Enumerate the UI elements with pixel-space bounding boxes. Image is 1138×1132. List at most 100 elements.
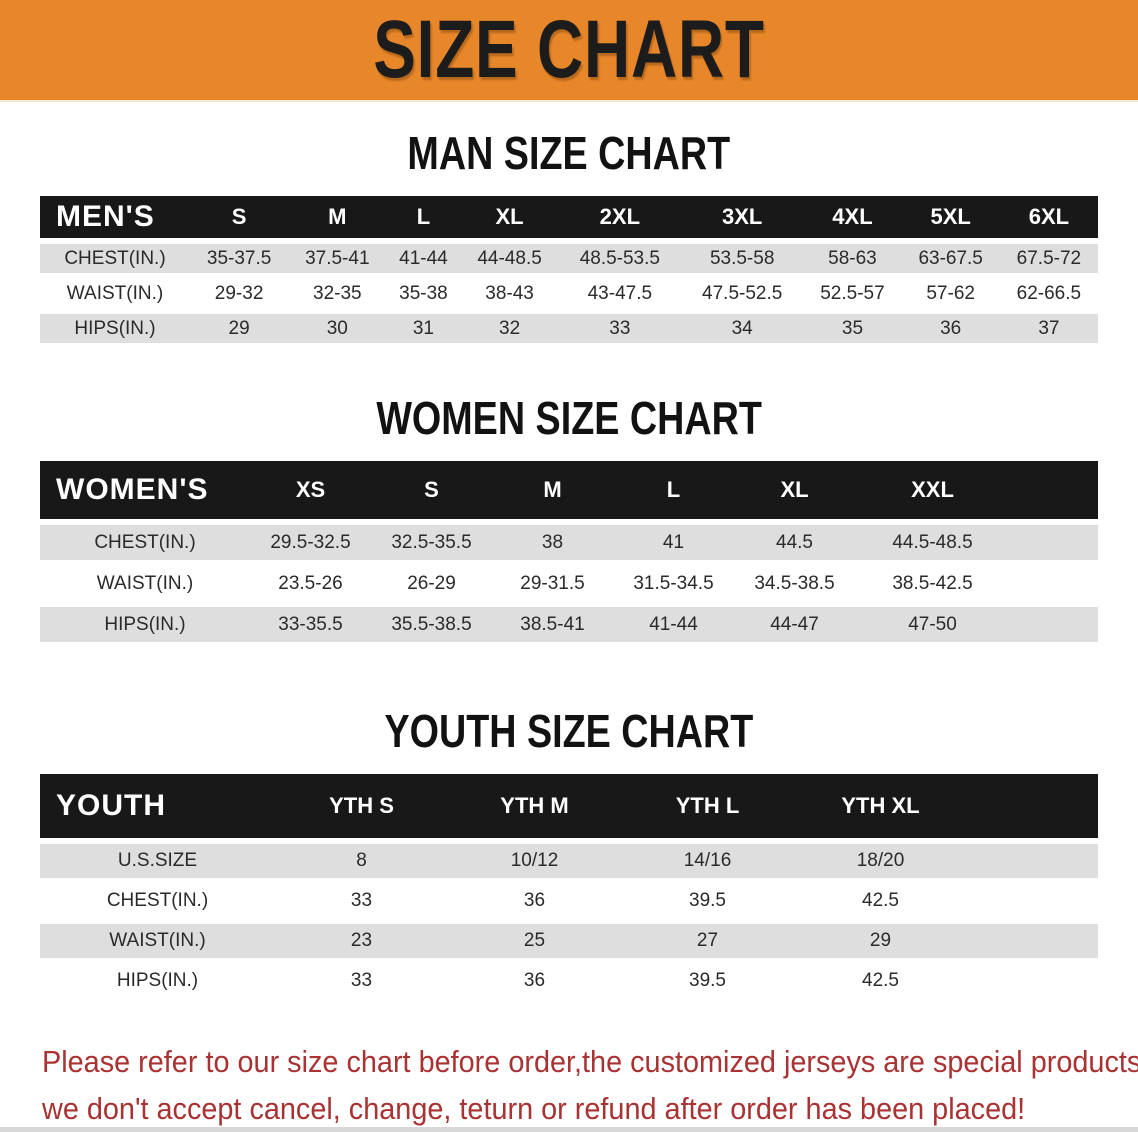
size-column-header: YTH L xyxy=(621,774,794,838)
size-value: 39.5 xyxy=(621,964,794,998)
size-value: 29-31.5 xyxy=(492,566,613,601)
size-value: 29-32 xyxy=(190,279,289,308)
table-row: CHEST(IN.) 33 36 39.5 42.5 xyxy=(40,884,1098,918)
table-row: HIPS(IN.) 33-35.5 35.5-38.5 38.5-41 41-44 44-… xyxy=(40,607,1098,642)
youth-section-heading: YOUTH SIZE CHART xyxy=(384,705,754,757)
size-value: 62-66.5 xyxy=(999,279,1098,308)
size-column-header: YTH XL xyxy=(794,774,967,838)
size-column-header: 2XL xyxy=(558,196,682,238)
size-column-header: 3XL xyxy=(681,196,804,238)
table-row: WAIST(IN.) 23 25 27 29 xyxy=(40,924,1098,958)
banner-title: SIZE CHART xyxy=(373,4,765,95)
women-section-heading: WOMEN SIZE CHART xyxy=(376,392,762,444)
table-corner-label: MEN'S xyxy=(40,196,190,238)
table-row: WAIST(IN.) 23.5-26 26-29 29-31.5 31.5-34.5 34… xyxy=(40,566,1098,601)
size-value: 41 xyxy=(613,525,734,560)
size-column-header: YTH S xyxy=(275,774,448,838)
size-value: 33-35.5 xyxy=(250,607,371,642)
size-value: 44.5 xyxy=(734,525,855,560)
size-value: 39.5 xyxy=(621,884,794,918)
size-value: 44-47 xyxy=(734,607,855,642)
size-column-header: XL xyxy=(460,196,559,238)
size-column-header: 6XL xyxy=(999,196,1098,238)
table-row: WAIST(IN.) 29-32 32-35 35-38 38-43 43-47.5 47.… xyxy=(40,279,1098,308)
size-value: 52.5-57 xyxy=(803,279,902,308)
header-spacer xyxy=(967,774,1098,838)
size-value: 43-47.5 xyxy=(558,279,682,308)
size-value: 31 xyxy=(386,314,461,343)
cell-spacer xyxy=(1010,566,1098,601)
table-row: U.S.SIZE 8 10/12 14/16 18/20 xyxy=(40,844,1098,878)
table-row: CHEST(IN.) 35-37.5 37.5-41 41-44 44-48.5 48.5… xyxy=(40,244,1098,273)
size-value: 58-63 xyxy=(803,244,902,273)
cell-spacer xyxy=(1010,525,1098,560)
measure-label: HIPS(IN.) xyxy=(40,314,190,343)
size-column-header: 5XL xyxy=(901,196,1000,238)
size-chart-banner: SIZE CHART xyxy=(0,0,1138,102)
disclaimer-line-2: we don't accept cancel, change, teturn o… xyxy=(42,1091,1026,1127)
size-value: 32-35 xyxy=(288,279,387,308)
size-value: 37.5-41 xyxy=(288,244,387,273)
size-value: 44-48.5 xyxy=(460,244,559,273)
size-value: 57-62 xyxy=(901,279,1000,308)
disclaimer-text: Please refer to our size chart before or… xyxy=(42,1038,1138,1132)
size-value: 47-50 xyxy=(855,607,1010,642)
size-header-row: MEN'S S M L XL 2XL 3XL 4XL 5XL 6XL xyxy=(40,196,1098,238)
size-column-header: L xyxy=(613,461,734,519)
measure-label: WAIST(IN.) xyxy=(40,924,275,958)
size-value: 42.5 xyxy=(794,964,967,998)
measure-label: WAIST(IN.) xyxy=(40,566,250,601)
table-corner-label: WOMEN'S xyxy=(40,461,250,519)
measure-label: U.S.SIZE xyxy=(40,844,275,878)
size-value: 44.5-48.5 xyxy=(855,525,1010,560)
size-column-header: XL xyxy=(734,461,855,519)
size-value: 10/12 xyxy=(448,844,621,878)
header-spacer xyxy=(1010,461,1098,519)
size-value: 26-29 xyxy=(371,566,492,601)
size-value: 29 xyxy=(794,924,967,958)
size-value: 32 xyxy=(460,314,559,343)
measure-label: CHEST(IN.) xyxy=(40,244,190,273)
disclaimer-line-1: Please refer to our size chart before or… xyxy=(42,1044,1138,1079)
measure-label: CHEST(IN.) xyxy=(40,525,250,560)
size-value: 63-67.5 xyxy=(901,244,1000,273)
size-value: 67.5-72 xyxy=(999,244,1098,273)
size-column-header: 4XL xyxy=(803,196,902,238)
bottom-edge-strip xyxy=(0,1127,1138,1132)
size-value: 35.5-38.5 xyxy=(371,607,492,642)
size-column-header: S xyxy=(371,461,492,519)
women-size-table: WOMEN'S XS S M L XL XXL CHEST(IN.) 29.5-32.5 32.5… xyxy=(40,455,1098,648)
size-value: 35-38 xyxy=(386,279,461,308)
size-value: 38.5-41 xyxy=(492,607,613,642)
size-value: 38 xyxy=(492,525,613,560)
size-value: 37 xyxy=(999,314,1098,343)
size-column-header: M xyxy=(288,196,387,238)
size-value: 48.5-53.5 xyxy=(558,244,682,273)
size-column-header: L xyxy=(386,196,461,238)
cell-spacer xyxy=(967,964,1098,998)
size-value: 32.5-35.5 xyxy=(371,525,492,560)
size-value: 42.5 xyxy=(794,884,967,918)
size-value: 47.5-52.5 xyxy=(681,279,804,308)
table-corner-label: YOUTH xyxy=(40,774,275,838)
cell-spacer xyxy=(967,884,1098,918)
size-column-header: XS xyxy=(250,461,371,519)
cell-spacer xyxy=(1010,607,1098,642)
size-value: 34 xyxy=(681,314,804,343)
size-value: 33 xyxy=(275,884,448,918)
size-value: 38.5-42.5 xyxy=(855,566,1010,601)
measure-label: WAIST(IN.) xyxy=(40,279,190,308)
size-value: 18/20 xyxy=(794,844,967,878)
size-value: 23.5-26 xyxy=(250,566,371,601)
size-value: 23 xyxy=(275,924,448,958)
size-value: 36 xyxy=(901,314,1000,343)
size-value: 33 xyxy=(275,964,448,998)
size-column-header: M xyxy=(492,461,613,519)
measure-label: HIPS(IN.) xyxy=(40,607,250,642)
size-value: 38-43 xyxy=(460,279,559,308)
measure-label: HIPS(IN.) xyxy=(40,964,275,998)
size-header-row: WOMEN'S XS S M L XL XXL xyxy=(40,461,1098,519)
size-header-row: YOUTH YTH S YTH M YTH L YTH XL xyxy=(40,774,1098,838)
size-value: 33 xyxy=(558,314,682,343)
size-value: 41-44 xyxy=(613,607,734,642)
